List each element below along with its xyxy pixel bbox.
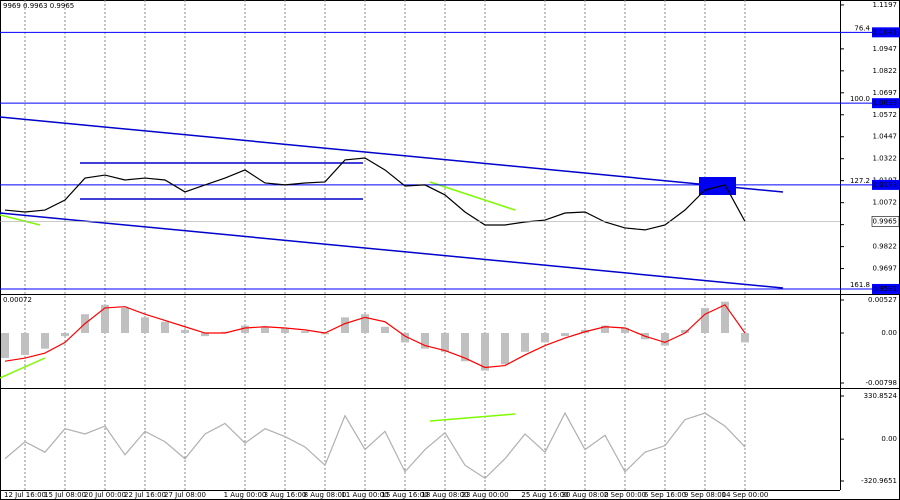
histogram-bar — [521, 333, 529, 352]
fib-label: 100.0 — [850, 95, 870, 103]
x-tick-label: 20 Jul 00:00 — [84, 491, 126, 499]
y-tick-label: 1.0322 — [873, 155, 898, 163]
histogram-bar — [221, 331, 229, 334]
histogram-bar — [341, 317, 349, 334]
x-tick-label: 1 Aug 00:00 — [224, 491, 267, 499]
fib-label: 161.8 — [850, 281, 870, 289]
y-tick-label: 0.9697 — [873, 265, 898, 273]
histogram-bar — [261, 326, 269, 334]
x-tick-label: 14 Sep 00:00 — [722, 491, 769, 499]
histogram-bar — [501, 333, 509, 365]
histogram-bar — [421, 333, 429, 349]
y-tick-label: 1.0822 — [873, 67, 898, 75]
histogram-bar — [541, 333, 549, 343]
histogram-bar — [1, 333, 9, 359]
price-box-label: 1.1041 — [873, 28, 898, 36]
x-tick-label: 25 Aug 16:00 — [521, 491, 568, 499]
y-tick-label: 0.9822 — [873, 243, 898, 251]
histogram-bar — [381, 326, 389, 334]
histogram-bar — [741, 333, 749, 343]
macd-header: 0.00072 — [3, 296, 32, 304]
y-tick-label: 1.0697 — [873, 89, 898, 97]
histogram-bar — [601, 325, 609, 334]
current-price-box — [871, 216, 900, 227]
channel-upper — [0, 116, 784, 193]
divergence-line — [429, 413, 516, 422]
histogram-bar — [141, 317, 149, 334]
histogram-bar — [461, 333, 469, 362]
x-tick-label: 18 Aug 08:00 — [421, 491, 468, 499]
histogram-bar — [21, 333, 29, 355]
y-tick-label: 0.00 — [881, 435, 897, 443]
y-tick-label: 0.00 — [881, 329, 897, 337]
price-box — [872, 27, 899, 38]
price-box-label: 1.0638 — [873, 99, 898, 107]
x-tick-label: 2 Sep 00:00 — [604, 491, 646, 499]
fib-label: 127.2 — [850, 177, 870, 185]
y-tick-label: 1.0447 — [873, 133, 898, 141]
histogram-bar — [401, 333, 409, 343]
signal-line — [4, 304, 746, 369]
y-tick-label: 330.8524 — [864, 392, 898, 400]
x-tick-label: 8 Aug 08:00 — [304, 491, 347, 499]
histogram-bar — [561, 333, 569, 337]
y-tick-label: -0.00798 — [866, 379, 897, 387]
histogram-bar — [441, 333, 449, 352]
histogram-bar — [61, 333, 69, 337]
highlight-box — [699, 177, 736, 195]
histogram-bar — [161, 321, 169, 334]
channel-lower — [0, 212, 784, 289]
histogram-bar — [121, 307, 129, 334]
histogram-bar — [361, 314, 369, 334]
x-tick-label: 11 Aug 00:00 — [341, 491, 388, 499]
x-tick-label: 6 Sep 16:00 — [644, 491, 686, 499]
price-line — [4, 157, 746, 231]
histogram-bar — [281, 328, 289, 334]
x-tick-label: 27 Jul 08:00 — [164, 491, 206, 499]
price-box-label: 1.0173 — [873, 181, 898, 189]
y-tick-label: 1.0072 — [873, 199, 898, 207]
y-tick-label: 1.0947 — [873, 45, 898, 53]
price-box — [872, 98, 899, 109]
current-price-label: 0.9965 — [873, 217, 898, 225]
histogram-bar — [701, 307, 709, 334]
x-tick-label: 15 Aug 16:00 — [381, 491, 428, 499]
histogram-bar — [301, 331, 309, 334]
histogram-bar — [241, 325, 249, 334]
x-tick-label: 9 Sep 08:00 — [684, 491, 726, 499]
x-tick-label: 22 Jul 16:00 — [124, 491, 166, 499]
histogram-bar — [101, 304, 109, 334]
y-tick-label: 0.00527 — [868, 296, 897, 304]
x-tick-label: 12 Jul 16:00 — [4, 491, 46, 499]
histogram-bar — [321, 333, 329, 335]
y-tick-label: 1.1197 — [873, 1, 898, 9]
histogram-bar — [41, 333, 49, 349]
x-tick-label: 30 Aug 08:00 — [561, 491, 608, 499]
histogram-bar — [721, 301, 729, 334]
price-header: 9969 0.9963 0.9965 — [3, 2, 74, 10]
price-box — [872, 179, 899, 190]
histogram-bar — [621, 328, 629, 334]
fib-label: 76.4 — [854, 24, 870, 32]
x-tick-label: 15 Jul 08:00 — [44, 491, 86, 499]
histogram-bar — [481, 333, 489, 371]
x-tick-label: 3 Aug 16:00 — [264, 491, 307, 499]
price-box — [872, 283, 899, 294]
y-tick-label: 1.0572 — [873, 111, 898, 119]
price-box-label: 0.9581 — [873, 285, 898, 293]
divergence-line — [429, 181, 516, 211]
x-tick-label: 23 Aug 00:00 — [461, 491, 508, 499]
histogram-bar — [181, 329, 189, 334]
histogram-bar — [201, 333, 209, 337]
price-line — [4, 411, 746, 480]
histogram-bar — [681, 329, 689, 334]
histogram-bar — [661, 333, 669, 346]
divergence-line — [0, 214, 41, 226]
y-tick-label: -320.9651 — [861, 477, 897, 485]
divergence-line — [0, 357, 46, 379]
